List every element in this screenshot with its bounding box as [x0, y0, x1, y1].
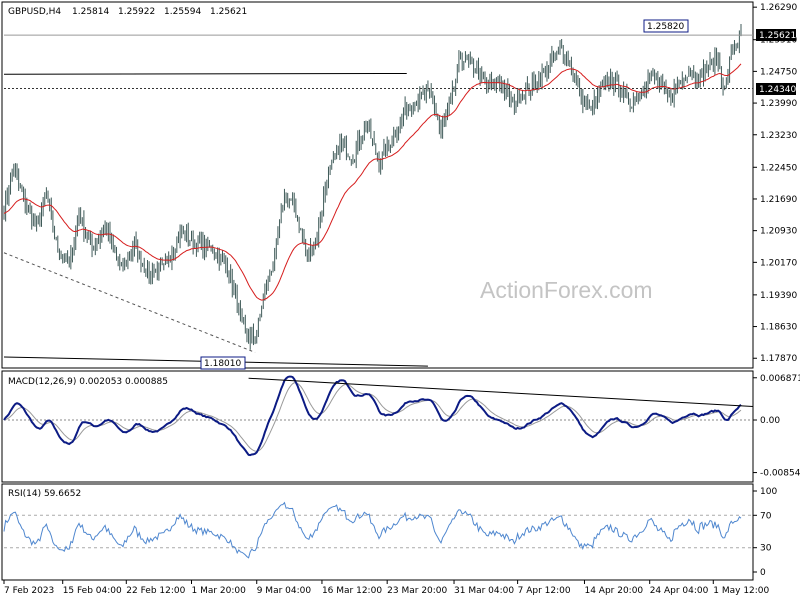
x-tick-label: 23 Mar 20:00 [387, 586, 447, 596]
low-annotation-box [200, 356, 246, 370]
macd-series [3, 375, 754, 457]
open-value: 1.25814 [72, 7, 109, 17]
rsi-tick-label: 70 [760, 511, 772, 521]
x-tick-label: 22 Feb 12:00 [126, 586, 185, 596]
macd-trendline [248, 377, 754, 407]
price-series [3, 23, 753, 367]
high-annotation-box [643, 19, 689, 33]
macd-line [3, 375, 742, 457]
support-price-label: 1.24340 [759, 85, 796, 95]
current-price-label: 1.25621 [759, 31, 796, 41]
rsi-tick-label: 30 [760, 544, 772, 554]
price-tick-label: 1.22450 [760, 163, 797, 173]
x-tick-label: 9 Mar 04:00 [257, 586, 312, 596]
rsi-series [3, 501, 753, 559]
macd-tick-label: 0.006871 [760, 374, 800, 384]
watermark: ActionForex.com [480, 277, 653, 303]
x-tick-label: 24 Apr 04:00 [650, 586, 709, 596]
x-tick-label: 16 Mar 12:00 [322, 586, 382, 596]
price-panel [1, 1, 754, 369]
price-tick-label: 1.23990 [760, 99, 797, 109]
x-tick-label: 1 Mar 20:00 [192, 586, 247, 596]
rsi-tick-label: 0 [760, 568, 766, 578]
x-tick-label: 14 Apr 20:00 [584, 586, 643, 596]
price-tick-label: 1.26290 [760, 3, 797, 13]
macd-panel [1, 370, 754, 483]
rsi-tick-label: 100 [760, 487, 777, 497]
current-price-badge [756, 29, 796, 41]
low-value: 1.25594 [164, 7, 201, 17]
x-tick-label: 1 May 12:00 [713, 586, 769, 596]
price-tick-label: 1.21690 [760, 195, 797, 205]
price-tick-label: 1.20930 [760, 227, 797, 237]
high-annotation: 1.25820 [647, 22, 684, 32]
x-tick-label: 7 Apr 12:00 [518, 586, 571, 596]
low-annotation: 1.18010 [204, 359, 241, 369]
high-value: 1.25922 [118, 7, 155, 17]
close-value: 1.25621 [210, 7, 247, 17]
macd-tick-label: 0.00 [760, 416, 780, 426]
price-tick-label: 1.19390 [760, 291, 797, 301]
symbol-label: GBPUSD,H4 [8, 7, 61, 17]
resistance-line [3, 72, 407, 75]
support-price-badge [756, 83, 796, 95]
price-tick-label: 1.23230 [760, 131, 797, 141]
price-tick-label: 1.18630 [760, 323, 797, 333]
macd-tick-label: -0.008549 [760, 469, 800, 479]
price-tick-label: 1.24750 [760, 67, 797, 77]
rsi-label: RSI(14) 59.6652 [8, 489, 81, 499]
rsi-panel [1, 483, 754, 581]
moving-average-line [3, 63, 742, 301]
price-tick-label: 1.20170 [760, 258, 797, 268]
x-tick-label: 7 Feb 2023 [4, 586, 54, 596]
macd-label: MACD(12,26,9) 0.002053 0.000885 [8, 377, 168, 387]
price-tick-label: 1.17870 [760, 354, 797, 364]
macd-signal-line [3, 382, 742, 452]
axes: 1.262901.255101.247501.239901.232301.224… [3, 3, 800, 596]
x-tick-label: 31 Mar 04:00 [454, 586, 514, 596]
rsi-line [3, 501, 742, 559]
x-tick-label: 15 Feb 04:00 [63, 586, 122, 596]
